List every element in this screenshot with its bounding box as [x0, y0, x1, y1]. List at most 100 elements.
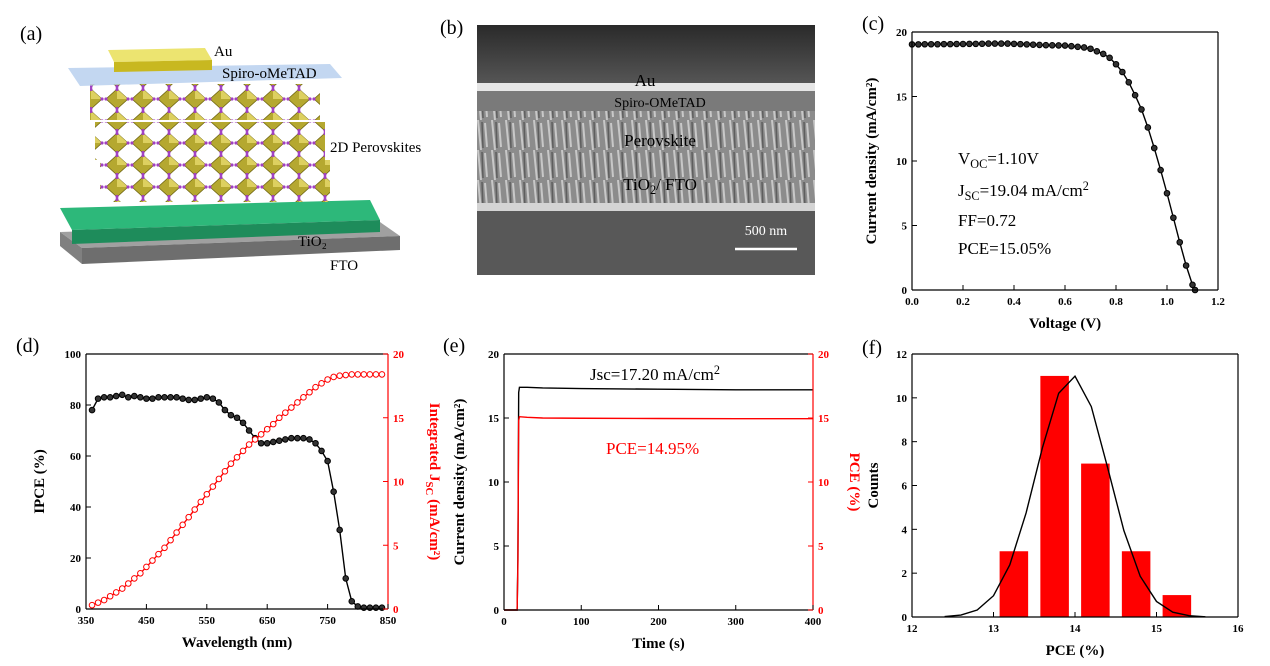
x-tick-label: 15	[1151, 623, 1163, 635]
text-part: OC	[970, 157, 987, 171]
perovskite-layer	[100, 160, 330, 202]
text-part: 2	[1083, 179, 1089, 193]
y-tick-label: 15	[488, 413, 500, 425]
y-tick-label: 12	[896, 349, 908, 361]
point	[1099, 50, 1107, 58]
x-tick-label: 550	[199, 615, 216, 627]
point	[1074, 43, 1082, 51]
y-tick-label: 20	[70, 553, 82, 565]
text-part: SC	[965, 189, 980, 203]
perovskite-layer	[95, 122, 325, 160]
point	[1182, 262, 1190, 269]
fto-layer	[82, 236, 400, 264]
layer-label: Au	[214, 44, 233, 60]
point	[288, 434, 295, 442]
point	[312, 439, 319, 447]
y-tick-label: 80	[70, 400, 82, 412]
x-tick-label: 100	[573, 616, 590, 628]
x-tick-label: 0.6	[1058, 296, 1072, 308]
bar	[999, 551, 1029, 617]
point	[934, 40, 941, 48]
layer-label: FTO	[330, 258, 358, 274]
y2-tick-label: 15	[818, 413, 830, 425]
layer-label: Spiro-oMeTAD	[222, 66, 317, 82]
layer-label: TiO2/ FTO	[623, 175, 697, 197]
layer-label: 2D Perovskites	[330, 140, 421, 156]
sem-layer	[477, 111, 815, 203]
y2-tick-label: 10	[818, 477, 830, 489]
point	[342, 575, 350, 582]
au-layer	[108, 48, 212, 62]
bar	[1162, 595, 1192, 617]
point	[88, 601, 96, 609]
series-line	[91, 373, 382, 606]
text-part: Jsc=17.20 mA/cm	[590, 365, 714, 384]
point	[1023, 41, 1031, 48]
x-tick-label: 450	[138, 615, 155, 627]
point	[1131, 91, 1139, 99]
tio2-layer	[72, 220, 380, 244]
sem-layer	[477, 25, 815, 83]
y-tick-label: 10	[896, 393, 908, 405]
point	[275, 414, 283, 422]
point	[221, 468, 229, 475]
point	[1093, 48, 1101, 55]
x-tick-label: 0.0	[905, 296, 919, 308]
point	[1017, 40, 1024, 48]
tio2-layer	[60, 200, 380, 230]
text-part: PCE=15.05%	[958, 239, 1051, 258]
x-tick-label: 0.2	[956, 296, 970, 308]
point	[915, 41, 922, 48]
point	[1080, 44, 1088, 51]
point	[978, 40, 986, 48]
point	[155, 550, 162, 558]
point	[294, 399, 301, 406]
y-tick-label: 0	[902, 285, 908, 297]
x-tick-label: 1.2	[1211, 296, 1225, 308]
point	[161, 394, 168, 401]
y-axis-title: Counts	[866, 462, 882, 508]
x-axis-title: Voltage (V)	[1029, 316, 1101, 332]
point	[1150, 144, 1158, 152]
y-tick-label: 0	[494, 605, 500, 617]
y-tick-label: 8	[902, 437, 908, 449]
fto-layer	[60, 232, 82, 264]
y2-tick-label: 20	[393, 349, 405, 361]
y2-tick-label: 10	[393, 477, 405, 489]
point	[251, 436, 259, 443]
x-axis-title: Wavelength (nm)	[182, 635, 292, 651]
chart-panel: (c) 0.0 0.2 0.4 0.6 0.8 1.0 1.2 0 5 10 15 20 Voltage …	[862, 13, 1225, 332]
point	[137, 570, 144, 577]
au-layer	[114, 60, 212, 72]
point	[100, 394, 108, 401]
point	[946, 40, 954, 48]
text-part: =1.10V	[987, 149, 1039, 168]
text-part: 2	[714, 363, 720, 377]
text-part: SC	[423, 482, 435, 496]
x-axis-title: PCE (%)	[1046, 643, 1105, 659]
point	[124, 580, 132, 587]
x-tick-label: 300	[728, 616, 745, 628]
point	[191, 506, 199, 513]
point	[360, 604, 368, 612]
point	[239, 419, 247, 427]
point	[88, 406, 96, 414]
point	[106, 592, 114, 600]
point	[227, 411, 235, 419]
x-axis-title: Time (s)	[632, 636, 685, 652]
point	[1157, 166, 1164, 174]
point	[155, 394, 162, 401]
point	[282, 409, 289, 416]
text-part: PCE=14.95%	[606, 439, 699, 458]
point	[306, 436, 313, 443]
x-tick-label: 0	[501, 616, 507, 628]
sem-layer	[477, 203, 815, 211]
point	[221, 406, 229, 414]
point	[1048, 41, 1056, 49]
point	[366, 371, 374, 378]
point	[324, 376, 331, 383]
point	[1138, 106, 1145, 113]
point	[336, 372, 343, 379]
point	[167, 394, 174, 401]
annotation: JSC=19.04 mA/cm2	[958, 179, 1089, 203]
